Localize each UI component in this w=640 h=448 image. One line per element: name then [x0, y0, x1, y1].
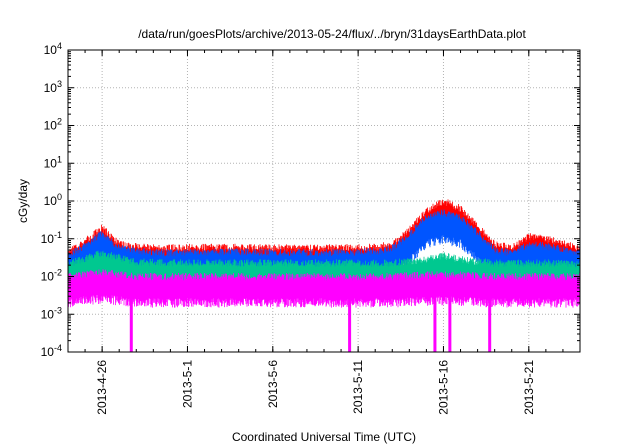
y-tick-label: 10-1	[41, 230, 62, 246]
y-tick-base: 10	[44, 43, 58, 57]
y-tick-exponent: -2	[54, 268, 62, 278]
y-tick-exponent: 3	[57, 79, 62, 89]
x-tick-label: 2013-5-1	[180, 360, 194, 408]
y-tick-label: 10-3	[41, 305, 62, 321]
y-tick-base: 10	[41, 345, 55, 359]
y-tick-base: 10	[41, 307, 55, 321]
y-tick-exponent: 1	[57, 154, 62, 164]
y-axis-label: cGy/day	[16, 179, 30, 223]
y-tick-base: 10	[44, 156, 58, 170]
chart-title: /data/run/goesPlots/archive/2013-05-24/f…	[138, 27, 526, 41]
series-layer	[67, 199, 581, 352]
y-tick-label: 10-4	[41, 343, 62, 359]
x-tick-label: 2013-5-6	[266, 360, 280, 408]
y-tick-base: 10	[44, 194, 58, 208]
y-tick-label: 102	[44, 117, 62, 133]
x-tick-label: 2013-5-16	[436, 360, 450, 415]
series-dropout	[433, 280, 437, 352]
series-dropout	[129, 281, 133, 352]
x-tick-label: 2013-4-26	[95, 360, 109, 415]
series-dropout	[448, 280, 452, 352]
x-tick-label: 2013-5-11	[351, 360, 365, 414]
y-tick-base: 10	[41, 232, 55, 246]
y-tick-exponent: -1	[54, 230, 62, 240]
y-tick-exponent: 2	[57, 117, 62, 127]
x-axis-label: Coordinated Universal Time (UTC)	[232, 430, 416, 444]
y-tick-exponent: -4	[54, 343, 62, 353]
y-tick-exponent: -3	[54, 305, 62, 315]
y-tick-label: 101	[44, 154, 62, 170]
series-dropout	[488, 282, 492, 352]
x-tick-label: 2013-5-21	[522, 360, 536, 415]
y-tick-base: 10	[44, 81, 58, 95]
series-dropout	[348, 282, 352, 352]
y-tick-base: 10	[44, 119, 58, 133]
y-tick-label: 100	[44, 192, 62, 208]
y-tick-label: 104	[44, 41, 62, 57]
y-tick-exponent: 4	[57, 41, 62, 51]
y-tick-label: 10-2	[41, 268, 62, 284]
y-tick-label: 103	[44, 79, 62, 95]
x-axis: 2013-4-26 2013-5-1 2013-5-6 2013-5-11 2013-5…	[67, 50, 581, 415]
y-tick-exponent: 0	[57, 192, 62, 202]
y-tick-base: 10	[41, 270, 55, 284]
